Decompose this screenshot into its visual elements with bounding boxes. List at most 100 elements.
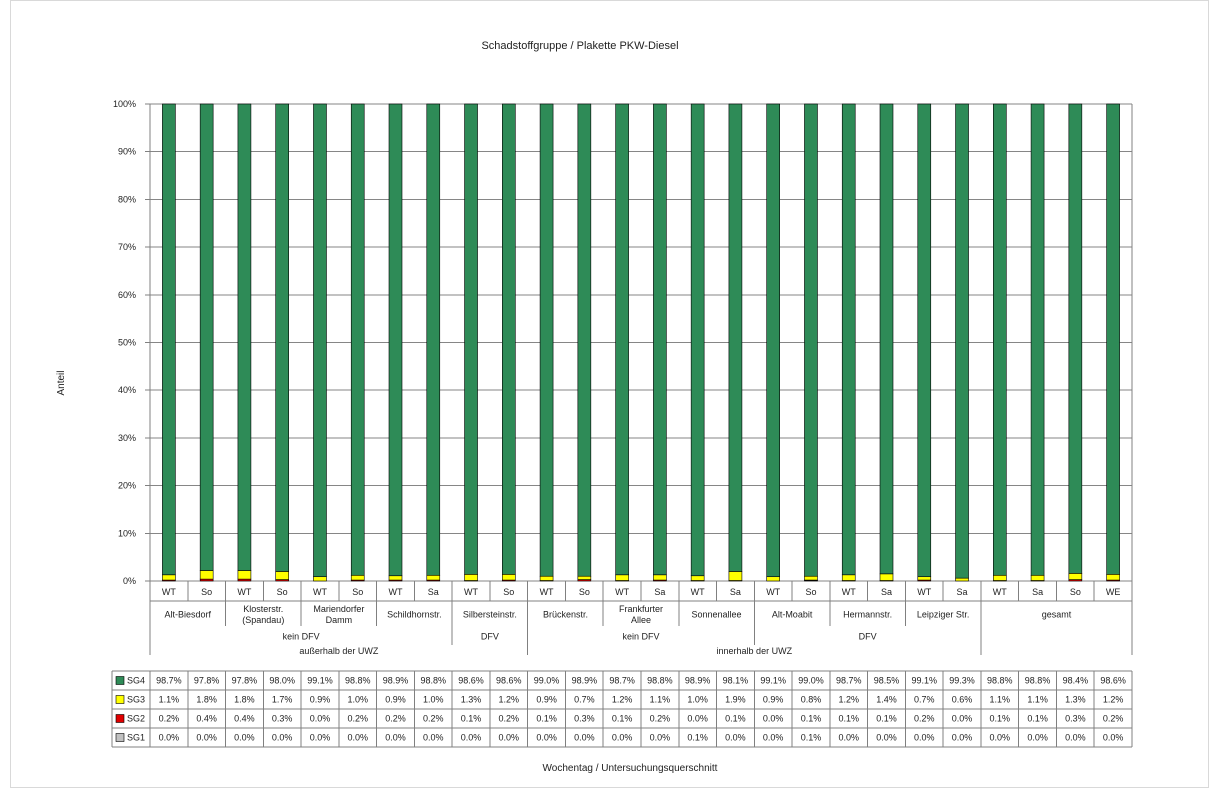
table-cell: 0.0% [234,733,255,743]
bar-segment-sg3 [237,570,252,580]
table-cell: 1.4% [876,695,897,705]
table-cell: 98.9% [383,676,409,686]
category-label: So [805,587,816,597]
bar-segment-sg3 [917,576,932,581]
chart-frame [10,0,1209,788]
category-label: So [579,587,590,597]
table-cell: 1.7% [272,695,293,705]
location-label: Alt-Biesdorf [165,610,212,620]
table-cell: 0.0% [536,733,557,743]
bar-segment-sg4 [426,103,441,576]
bar-segment-sg4 [388,103,403,577]
table-cell: 1.2% [499,695,520,705]
table-cell: 0.0% [423,733,444,743]
bar-segment-sg3 [464,574,478,581]
table-cell: 98.1% [723,676,749,686]
category-label: Sa [428,587,439,597]
table-cell: 0.0% [159,733,180,743]
location-label: Hermannstr. [843,610,892,620]
category-label: So [503,587,514,597]
category-label: Sa [730,587,741,597]
chart-title: Schadstoffgruppe / Plakette PKW-Diesel [481,40,678,52]
zone-label: außerhalb der UWZ [299,646,379,656]
location-label: Brückenstr. [543,610,588,620]
table-cell: 0.2% [159,714,180,724]
bar-segment-sg4 [199,103,214,571]
bar-segment-sg3 [1030,574,1045,581]
bar-segment-sg4 [615,103,629,576]
bar-segment-sg4 [690,103,705,577]
table-cell: 1.3% [1065,695,1086,705]
table-cell: 0.0% [574,733,595,743]
table-cell: 0.0% [687,714,708,724]
table-cell: 0.3% [272,714,293,724]
location-label: Klosterstr. [243,604,283,614]
category-label: WT [691,587,705,597]
table-cell: 0.2% [347,714,368,724]
table-cell: 0.0% [347,733,368,743]
table-cell: 0.0% [838,733,859,743]
y-tick-label: 10% [118,528,136,538]
bar-segment-sg4 [1068,103,1083,574]
table-cell: 0.0% [1065,733,1086,743]
bar-segment-sg3 [388,575,403,581]
y-tick-label: 60% [118,290,136,300]
y-tick-label: 70% [118,242,136,252]
category-label: WT [917,587,931,597]
table-cell: 98.6% [458,676,484,686]
category-label: So [277,587,288,597]
category-label: WT [237,587,251,597]
location-label: Sonnenallee [692,610,742,620]
legend-label: SG1 [127,733,145,743]
category-label: Sa [957,587,968,597]
table-cell: 0.0% [461,733,482,743]
bar-segment-sg4 [539,103,554,577]
bar-segment-sg3 [766,576,780,582]
table-cell: 98.8% [1025,676,1051,686]
table-cell: 0.1% [838,714,859,724]
table-cell: 0.0% [952,714,973,724]
bar-segment-sg3 [690,575,705,581]
group-label: kein DFV [283,632,320,642]
bar-segment-sg4 [313,103,327,578]
table-cell: 98.7% [609,676,635,686]
category-label: So [1070,587,1081,597]
bar-segment-sg4 [766,103,780,578]
legend-label: SG2 [127,714,145,724]
category-label: WT [464,587,478,597]
bar-segment-sg3 [879,573,894,581]
table-cell: 98.8% [345,676,371,686]
y-tick-label: 100% [113,99,136,109]
zone-label: innerhalb der UWZ [717,646,793,656]
category-label: WE [1106,587,1121,597]
bar-segment-sg3 [502,574,516,581]
table-cell: 0.4% [196,714,217,724]
table-cell: 98.0% [269,676,295,686]
table-cell: 0.0% [876,733,897,743]
bar-segment-sg4 [577,103,592,577]
table-cell: 1.8% [234,695,255,705]
category-label: WT [842,587,856,597]
bar-segment-sg3 [804,575,818,581]
table-cell: 0.7% [574,695,595,705]
table-cell: 1.2% [612,695,633,705]
table-cell: 98.6% [1100,676,1126,686]
table-cell: 0.1% [1027,714,1048,724]
table-cell: 99.0% [798,676,824,686]
table-cell: 0.0% [952,733,973,743]
gridlines [149,103,1133,582]
table-cell: 1.0% [347,695,368,705]
table-cell: 0.2% [423,714,444,724]
table-cell: 0.0% [650,733,671,743]
table-cell: 99.1% [760,676,786,686]
category-axis-table: WT So WT So WT So WT Sa WT So WT So WT Sa WT Sa WT So WT Sa… [149,581,1133,656]
table-cell: 99.1% [307,676,333,686]
table-cell: 0.2% [499,714,520,724]
data-table: SG4 98.7% 97.8% 97.8% 98.0% 99.1% 98.8% 98.9% 98… [111,670,1133,748]
table-cell: 0.0% [499,733,520,743]
category-label: WT [615,587,629,597]
bar-segment-sg4 [879,103,894,575]
table-cell: 99.0% [534,676,560,686]
bar-segment-sg4 [917,103,932,578]
bar-segment-sg4 [728,103,743,572]
